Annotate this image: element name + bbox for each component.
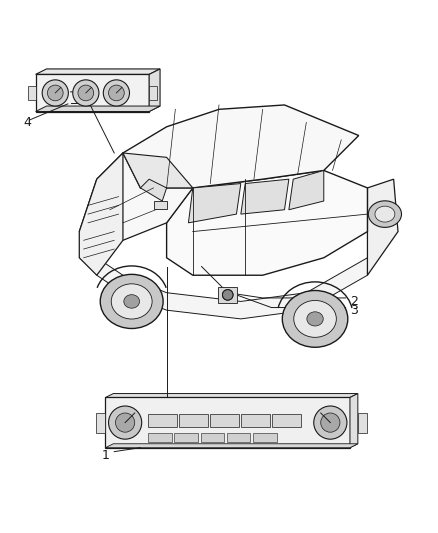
Polygon shape: [79, 153, 193, 240]
Bar: [358, 413, 367, 433]
Ellipse shape: [314, 406, 347, 439]
Bar: [149, 85, 157, 100]
Ellipse shape: [111, 284, 152, 319]
Polygon shape: [106, 444, 358, 448]
Polygon shape: [79, 153, 123, 275]
Polygon shape: [289, 171, 324, 210]
Polygon shape: [123, 153, 193, 188]
Bar: [210, 414, 239, 426]
Circle shape: [223, 289, 233, 300]
Bar: [241, 414, 270, 426]
Ellipse shape: [116, 413, 135, 432]
Polygon shape: [141, 179, 166, 201]
Ellipse shape: [109, 406, 142, 439]
Ellipse shape: [109, 85, 124, 101]
Polygon shape: [106, 393, 358, 398]
Bar: [201, 433, 224, 442]
Bar: [179, 414, 208, 426]
Polygon shape: [35, 69, 160, 75]
Bar: [148, 414, 177, 426]
Bar: [253, 433, 277, 442]
Polygon shape: [367, 179, 398, 275]
Ellipse shape: [73, 80, 99, 106]
Bar: [96, 413, 106, 433]
Text: 3: 3: [350, 304, 358, 317]
Polygon shape: [123, 105, 359, 188]
Polygon shape: [149, 69, 160, 111]
Text: 4: 4: [23, 116, 31, 129]
Ellipse shape: [103, 80, 130, 106]
Polygon shape: [35, 106, 160, 111]
Text: 1: 1: [102, 449, 110, 462]
Ellipse shape: [42, 80, 68, 106]
Polygon shape: [35, 75, 149, 111]
Ellipse shape: [321, 413, 340, 432]
Bar: [272, 414, 300, 426]
Ellipse shape: [375, 206, 395, 222]
Text: 2: 2: [350, 295, 358, 308]
Polygon shape: [241, 179, 289, 214]
Bar: [174, 433, 198, 442]
Bar: [218, 287, 237, 303]
Ellipse shape: [47, 85, 63, 101]
Ellipse shape: [124, 295, 140, 308]
Polygon shape: [350, 393, 358, 448]
Bar: [148, 433, 172, 442]
Ellipse shape: [100, 274, 163, 328]
Ellipse shape: [307, 312, 323, 326]
Ellipse shape: [368, 201, 402, 228]
Bar: [28, 85, 35, 100]
Bar: [227, 433, 251, 442]
Polygon shape: [188, 183, 241, 223]
Ellipse shape: [294, 301, 336, 337]
Ellipse shape: [78, 85, 94, 101]
Polygon shape: [166, 171, 367, 275]
Polygon shape: [106, 398, 350, 448]
Ellipse shape: [283, 290, 348, 348]
Bar: [153, 201, 166, 209]
Circle shape: [223, 289, 233, 300]
Polygon shape: [97, 258, 367, 319]
